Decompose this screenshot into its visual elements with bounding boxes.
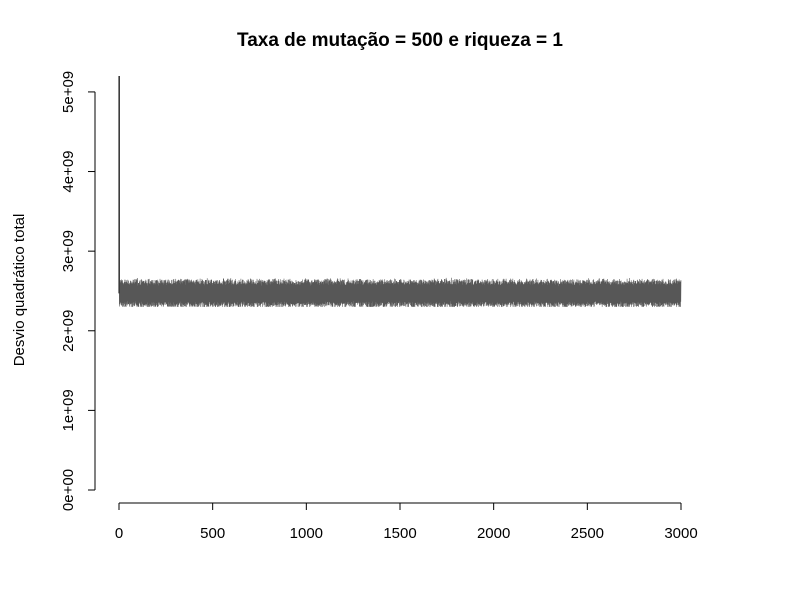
y-axis: 0e+00 1e+09 2e+09 3e+09 4e+09 5e+09 bbox=[60, 71, 96, 511]
x-tick-label: 2000 bbox=[477, 525, 510, 542]
y-tick-label: 2e+09 bbox=[60, 310, 77, 352]
y-axis-label: Desvio quadrático total bbox=[11, 214, 28, 367]
series-line bbox=[118, 277, 682, 307]
y-tick-label: 3e+09 bbox=[60, 230, 77, 272]
y-tick-label: 1e+09 bbox=[60, 389, 77, 431]
series-layer bbox=[118, 76, 682, 307]
x-tick-label: 1500 bbox=[383, 525, 416, 542]
x-tick-label: 0 bbox=[115, 525, 123, 542]
x-tick-label: 2500 bbox=[571, 525, 604, 542]
y-tick-label: 0e+00 bbox=[60, 469, 77, 511]
x-tick-label: 1000 bbox=[290, 525, 323, 542]
x-tick-label: 3000 bbox=[664, 525, 697, 542]
y-tick-label: 4e+09 bbox=[60, 150, 77, 192]
x-tick-label: 500 bbox=[200, 525, 225, 542]
x-axis: 0 500 1000 1500 2000 2500 3000 bbox=[115, 502, 698, 542]
y-tick-label: 5e+09 bbox=[60, 71, 77, 113]
chart-title: Taxa de mutação = 500 e riqueza = 1 bbox=[237, 30, 563, 51]
